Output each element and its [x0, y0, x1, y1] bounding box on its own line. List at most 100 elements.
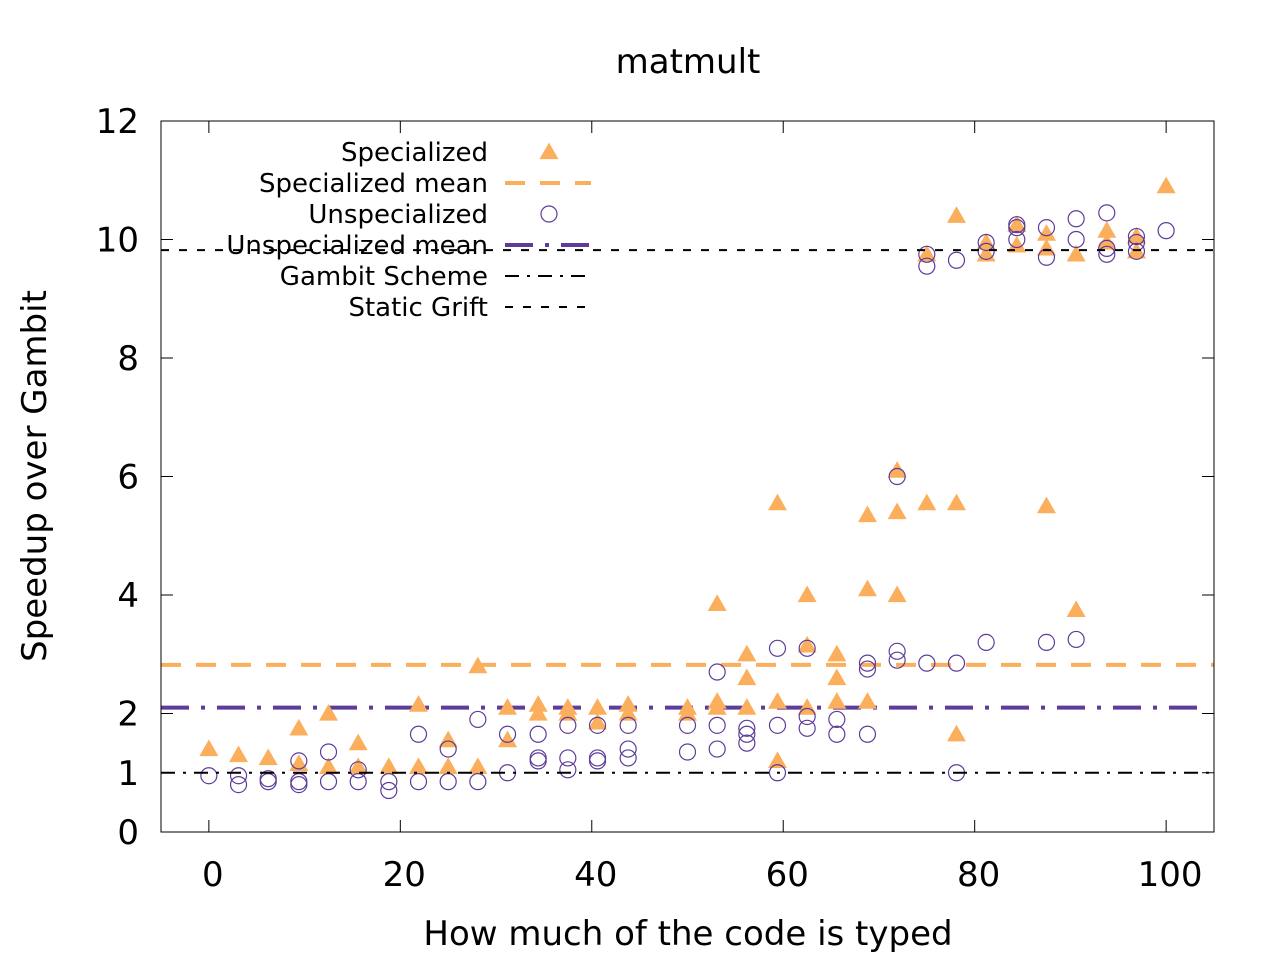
- unspecialized-point: [469, 710, 487, 729]
- specialized-point: [767, 751, 787, 769]
- unspecialized-point: [1098, 239, 1116, 257]
- unspecialized-point: [1098, 245, 1116, 263]
- y-tick-label: 6: [117, 458, 139, 498]
- y-tick-label: 4: [117, 576, 139, 616]
- y-axis-label: Speedup over Gambit: [15, 290, 55, 662]
- specialized-point: [797, 635, 817, 653]
- specialized-point: [827, 692, 847, 709]
- specialized-point: [917, 493, 937, 511]
- specialized-point: [887, 502, 907, 520]
- specialized-point: [409, 757, 429, 774]
- specialized-point: [1036, 224, 1056, 241]
- specialized-point: [887, 585, 907, 603]
- unspecialized-point: [529, 725, 547, 743]
- unspecialized-point: [259, 770, 277, 788]
- specialized-point: [707, 594, 727, 612]
- unspecialized-point: [200, 767, 218, 785]
- specialized-point: [498, 698, 518, 715]
- unspecialized-point: [918, 257, 936, 275]
- unspecialized-point: [1157, 222, 1175, 240]
- specialized-point: [917, 244, 937, 262]
- specialized-point: [767, 692, 787, 709]
- y-tick-label: 2: [117, 695, 139, 735]
- legend-label: Gambit Scheme: [280, 262, 488, 292]
- specialized-point: [1156, 176, 1176, 194]
- specialized-point: [707, 698, 727, 715]
- specialized-point: [1007, 215, 1027, 232]
- specialized-point: [946, 206, 966, 223]
- specialized-point: [379, 757, 399, 774]
- specialized-point: [618, 704, 638, 721]
- specialized-point: [767, 493, 787, 511]
- specialized-point: [319, 757, 339, 774]
- specialized-point: [678, 704, 697, 721]
- unspecialized-point: [349, 761, 367, 779]
- specialized-point: [797, 585, 817, 603]
- unspecialized-point: [229, 767, 248, 785]
- specialized-point: [588, 698, 608, 715]
- specialized-point: [348, 733, 368, 751]
- unspecialized-point: [678, 716, 697, 734]
- specialized-point: [827, 644, 847, 662]
- specialized-points: [199, 176, 1176, 774]
- unspecialized-point: [619, 740, 637, 758]
- specialized-point: [737, 698, 757, 715]
- specialized-point: [1097, 232, 1117, 250]
- legend-label: Specialized mean: [259, 169, 488, 199]
- unspecialized-point: [858, 725, 877, 743]
- legend-label: Static Grift: [348, 293, 488, 323]
- specialized-point: [857, 579, 877, 597]
- unspecialized-point: [1067, 230, 1085, 249]
- unspecialized-point: [768, 764, 787, 782]
- unspecialized-point: [678, 743, 697, 761]
- specialized-point: [558, 704, 578, 721]
- unspecialized-point: [888, 651, 906, 669]
- unspecialized-point: [977, 233, 995, 252]
- specialized-point: [348, 757, 368, 774]
- unspecialized-point: [828, 710, 846, 729]
- unspecialized-point: [290, 752, 308, 770]
- unspecialized-point: [588, 716, 607, 734]
- unspecialized-point: [1008, 216, 1026, 234]
- unspecialized-point: [798, 639, 816, 657]
- unspecialized-point: [409, 725, 428, 743]
- unspecialized-point: [888, 642, 906, 660]
- specialized-point: [229, 745, 249, 763]
- unspecialized-point: [380, 773, 398, 791]
- specialized-point: [1066, 600, 1086, 617]
- specialized-point: [857, 505, 877, 523]
- unspecialized-point: [768, 716, 787, 734]
- specialized-point: [468, 656, 488, 674]
- specialized-point: [946, 493, 966, 511]
- unspecialized-point: [798, 707, 816, 726]
- unspecialized-points: [200, 204, 1175, 800]
- legend-label: Unspecialized mean: [226, 231, 488, 261]
- specialized-point: [409, 695, 429, 712]
- unspecialized-point: [1127, 242, 1146, 260]
- unspecialized-point: [798, 719, 816, 737]
- y-tick-label: 10: [96, 221, 139, 261]
- unspecialized-point: [858, 660, 877, 678]
- specialized-point: [528, 695, 548, 712]
- unspecialized-point: [380, 781, 398, 800]
- specialized-point: [1126, 227, 1146, 244]
- unspecialized-point: [828, 725, 846, 743]
- y-tick-label: 1: [117, 754, 139, 794]
- unspecialized-point: [498, 725, 517, 743]
- x-axis-label: How much of the code is typed: [423, 914, 952, 954]
- unspecialized-point: [708, 716, 726, 734]
- x-tick-label: 100: [1138, 855, 1203, 895]
- specialized-point: [1036, 496, 1056, 514]
- unspecialized-point: [559, 761, 577, 779]
- unspecialized-point: [1067, 630, 1085, 649]
- unspecialized-point: [708, 663, 726, 681]
- x-tick-label: 0: [202, 855, 224, 895]
- specialized-point: [887, 461, 907, 478]
- unspecialized-point: [738, 734, 756, 752]
- specialized-point: [618, 695, 638, 712]
- unspecialized-point: [559, 749, 577, 767]
- unspecialized-point: [529, 749, 547, 767]
- specialized-point: [289, 718, 309, 736]
